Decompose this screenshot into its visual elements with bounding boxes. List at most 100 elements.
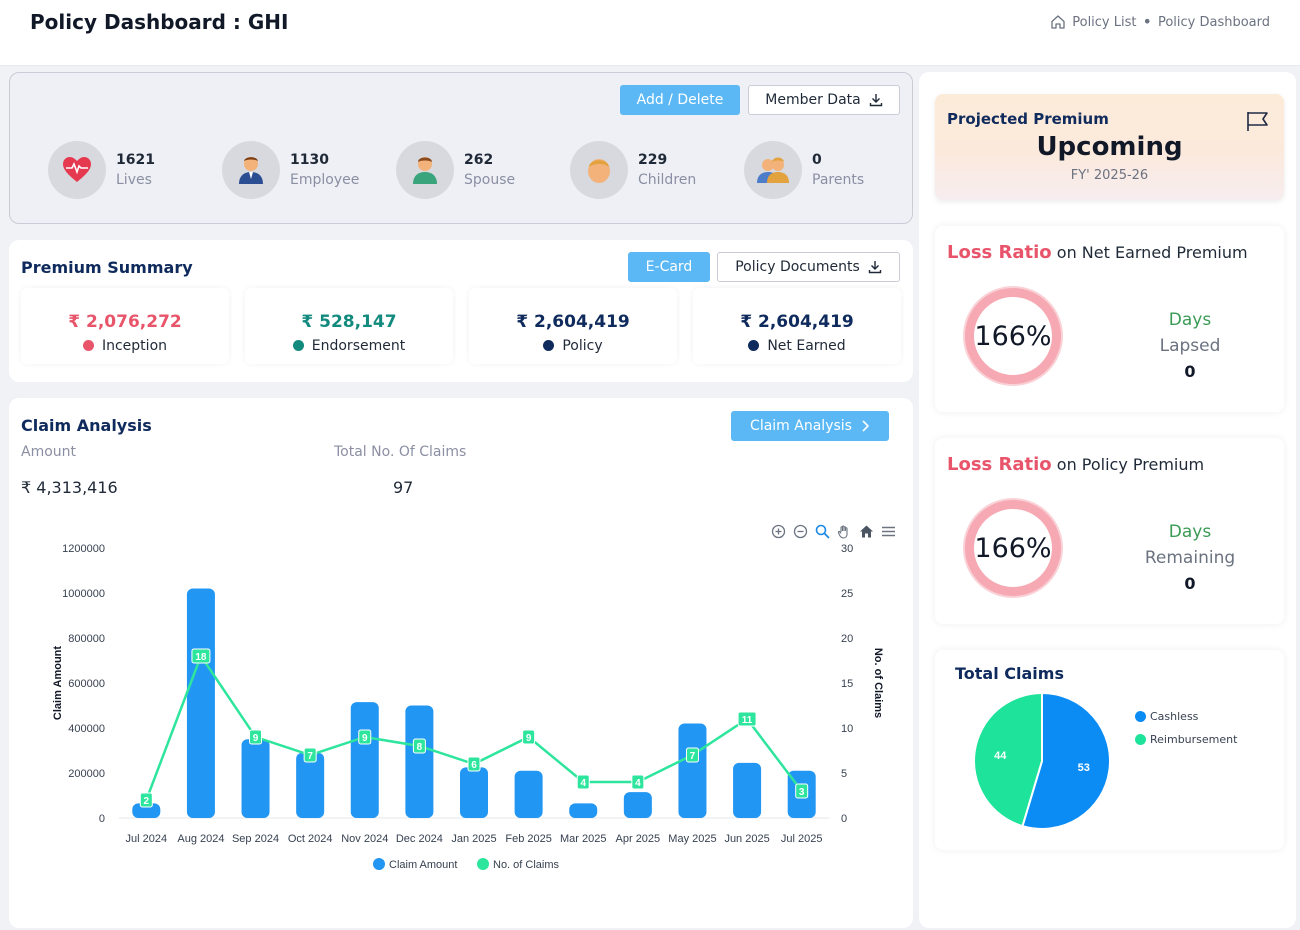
policy-value: ₹ 2,604,419 [516,312,630,332]
member-data-label: Member Data [765,92,861,108]
x-tick-label: Feb 2025 [505,833,551,845]
claims-count-point [467,756,481,772]
legend-reimbursement[interactable]: Reimbursement [1135,733,1237,746]
claim-amount-bar [733,762,762,818]
claim-amount-bar [678,723,707,818]
heartbeat-icon [48,141,106,199]
claim-analysis-button-label: Claim Analysis [750,418,852,434]
breadcrumb-policy-list[interactable]: Policy List [1072,14,1137,30]
spouse-count: 262 [464,152,494,168]
page-title: Policy Dashboard : GHI [30,10,289,34]
download-icon [868,261,881,274]
add-delete-label: Add / Delete [636,92,724,108]
flag-icon[interactable] [1246,110,1270,132]
employee-label: Employee [290,172,360,188]
claim-amount-bar [186,588,215,818]
claims-count-label: 2 [144,796,150,807]
zoom-in-icon[interactable] [769,522,787,540]
claim-amount-bar [241,739,270,818]
net-earned-label: Net Earned [767,338,846,354]
policy-label-row: Policy [469,338,677,354]
projected-status: Upcoming [1036,132,1183,162]
loss-ratio-earned-title: Loss Ratio on Net Earned Premium [947,242,1248,263]
breadcrumb-policy-dashboard: Policy Dashboard [1157,14,1270,30]
members-card: Add / Delete Member Data 1621 Lives [9,72,913,224]
x-tick-label: Jun 2025 [724,833,769,845]
children-label: Children [638,172,697,188]
legend-cashless[interactable]: Cashless [1135,710,1198,723]
days-remaining-block: Days Remaining 0 [1135,522,1245,593]
ecard-label: E-Card [645,259,693,275]
claims-count-point [576,774,590,790]
pie-slice-label: 44 [994,750,1007,762]
member-stat-children: 229 Children [570,141,696,199]
claim-amount-bar [405,705,434,818]
net-earned-dot [748,340,760,351]
loss-ratio-accent: Loss Ratio [947,242,1052,263]
claim-analysis-button[interactable]: Claim Analysis [731,411,889,441]
x-tick-label: Nov 2024 [341,833,388,845]
home-icon[interactable] [1050,14,1066,30]
inception-label-row: Inception [21,338,229,354]
y-tick-label: 600000 [68,678,105,690]
claims-count-label: 4 [580,778,586,789]
claims-count-point [737,711,757,727]
loss-ratio-policy-title: Loss Ratio on Policy Premium [947,454,1204,475]
loss-ratio-earned-gauge: 166% [965,288,1061,384]
policy-dot [543,340,555,351]
total-claims-title: Total Claims [955,664,1064,683]
x-tick-label: May 2025 [668,833,716,845]
days-label: Days [1168,522,1212,542]
chevron-right-icon [862,420,870,432]
claims-count-label: 9 [526,733,532,744]
ecard-button[interactable]: E-Card [628,252,710,282]
claim-amount-bar [460,767,488,818]
add-delete-button[interactable]: Add / Delete [620,85,740,115]
claim-amount-bar [350,702,379,818]
claim-analysis-card: Claim Analysis Claim Analysis Amount Tot… [9,398,913,928]
zoom-selection-icon[interactable] [813,522,831,540]
claim-analysis-title: Claim Analysis [21,416,152,435]
y2-tick-label: 10 [841,723,853,735]
legend-no-of-claims: No. of Claims [493,859,560,871]
claims-count-point [412,738,426,754]
member-stat-parents: 0 Parents [744,141,864,199]
inception-value: ₹ 2,076,272 [68,312,182,332]
parents-icon [744,141,802,199]
pie-slice-reimbursement [972,691,1043,828]
employee-count: 1130 [290,152,329,168]
y2-axis-title: No. of Claims [872,648,884,718]
chart-toolbar [769,522,897,540]
claim-amount-bar [132,803,161,818]
pan-hand-icon[interactable] [835,522,853,540]
x-tick-label: Oct 2024 [288,833,333,845]
x-tick-label: Jul 2025 [781,833,823,845]
zoom-out-icon[interactable] [791,522,809,540]
parents-count: 0 [812,152,822,168]
claims-count-point [522,729,536,745]
legend-reimbursement-dot [1135,734,1146,745]
claims-count-point [303,747,317,763]
loss-ratio-policy-gauge: 166% [965,500,1061,596]
projected-premium-title: Projected Premium [947,110,1109,128]
premium-summary-card: Premium Summary E-Card Policy Documents … [9,240,913,382]
claims-count-label: 8 [417,742,423,753]
net-earned-label-row: Net Earned [693,338,901,354]
claims-count-point [139,792,153,808]
legend-cashless-label: Cashless [1150,710,1199,723]
amount-value: ₹ 4,313,416 [21,478,118,497]
policy-documents-button[interactable]: Policy Documents [717,252,900,282]
endorsement-dot [292,340,304,351]
x-tick-label: Aug 2024 [177,833,224,845]
parents-label: Parents [812,172,865,188]
claims-count-label: 3 [799,787,805,798]
y-tick-label: 0 [99,813,105,825]
reset-home-icon[interactable] [857,522,875,540]
menu-icon[interactable] [879,522,897,540]
member-data-button[interactable]: Member Data [748,85,900,115]
total-claims-pie: 53 44 [972,691,1111,830]
x-tick-label: Sep 2024 [232,833,279,845]
lives-label: Lives [116,172,152,188]
remaining-label: Remaining [1144,548,1236,568]
claims-count-point [249,729,263,745]
